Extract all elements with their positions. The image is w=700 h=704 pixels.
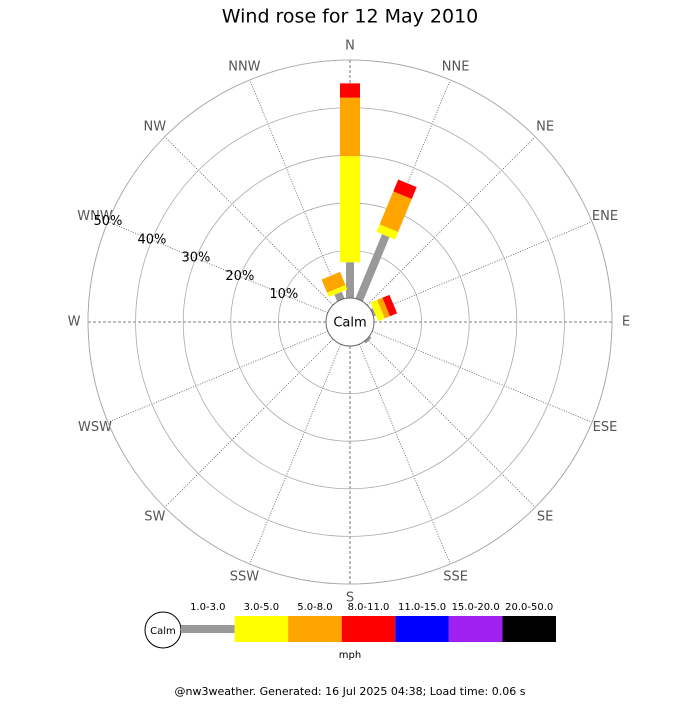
spoke: [164, 338, 334, 508]
spoke: [358, 79, 451, 300]
legend-unit: mph: [339, 650, 361, 661]
legend-swatch: [181, 625, 235, 633]
spoke: [249, 79, 342, 300]
bar-segment: [355, 234, 390, 302]
legend-swatch: [502, 616, 556, 642]
direction-label: S: [346, 591, 354, 606]
bar-segment: [377, 297, 391, 319]
r-tick-label: 40%: [137, 232, 166, 247]
bar-segment: [346, 262, 354, 298]
legend-label: 1.0-3.0: [190, 602, 225, 613]
calm-circle: [325, 297, 375, 347]
direction-label: WNW: [77, 209, 113, 224]
legend-swatch: [288, 616, 342, 642]
direction-label: NNE: [442, 60, 470, 75]
direction-label: NE: [536, 119, 554, 134]
direction-label: E: [622, 315, 630, 330]
r-tick-label: 30%: [181, 251, 210, 266]
legend-label: 20.0-50.0: [505, 602, 553, 613]
spoke: [164, 136, 334, 306]
legend-swatch: [448, 616, 503, 642]
bar-segment: [340, 83, 360, 98]
legend-swatch: [395, 616, 449, 642]
calm-label: Calm: [333, 316, 366, 331]
legend-label: 3.0-5.0: [244, 602, 279, 613]
spoke: [358, 344, 451, 565]
grid-ring: [87, 59, 613, 585]
bar-segment: [340, 97, 360, 157]
bar-segment: [379, 191, 412, 232]
spoke: [372, 330, 593, 423]
bar-segment: [370, 299, 385, 322]
bar-segment: [382, 294, 398, 317]
footer: @nw3weather. Generated: 16 Jul 2025 04:3…: [175, 685, 526, 698]
spoke: [107, 330, 328, 423]
direction-label: WSW: [78, 420, 112, 435]
direction-label: SW: [144, 510, 165, 525]
legend-label: 8.0-11.0: [348, 602, 390, 613]
spoke: [366, 136, 536, 306]
bar-segment: [340, 156, 360, 263]
direction-label: N: [345, 39, 355, 54]
bar-segment: [376, 224, 399, 240]
direction-label: SSW: [230, 569, 260, 584]
bar-segment: [393, 179, 417, 199]
spoke: [249, 344, 342, 565]
r-tick-label: 20%: [225, 269, 254, 284]
legend-calm-label: Calm: [150, 626, 176, 637]
spoke: [366, 338, 536, 508]
direction-label: SSE: [443, 569, 468, 584]
spoke: [107, 221, 328, 314]
direction-label: ENE: [592, 209, 618, 224]
bar-segment: [327, 285, 348, 298]
bar-segment: [370, 308, 376, 317]
bar-segment: [364, 336, 372, 344]
legend-label: 15.0-20.0: [452, 602, 500, 613]
r-tick-label: 10%: [269, 287, 298, 302]
r-tick-label: 50%: [93, 214, 122, 229]
direction-label: SE: [537, 510, 553, 525]
legend-swatch: [341, 616, 396, 642]
legend-swatch: [234, 616, 289, 642]
direction-label: NNW: [228, 60, 260, 75]
spoke: [372, 221, 593, 314]
legend-label: 5.0-8.0: [297, 602, 332, 613]
legend-label: 11.0-15.0: [398, 602, 446, 613]
direction-label: ESE: [593, 420, 618, 435]
bar-segment: [321, 271, 346, 293]
direction-label: NW: [144, 119, 167, 134]
direction-label: W: [68, 315, 81, 330]
chart-title: Wind rose for 12 May 2010: [222, 6, 479, 28]
